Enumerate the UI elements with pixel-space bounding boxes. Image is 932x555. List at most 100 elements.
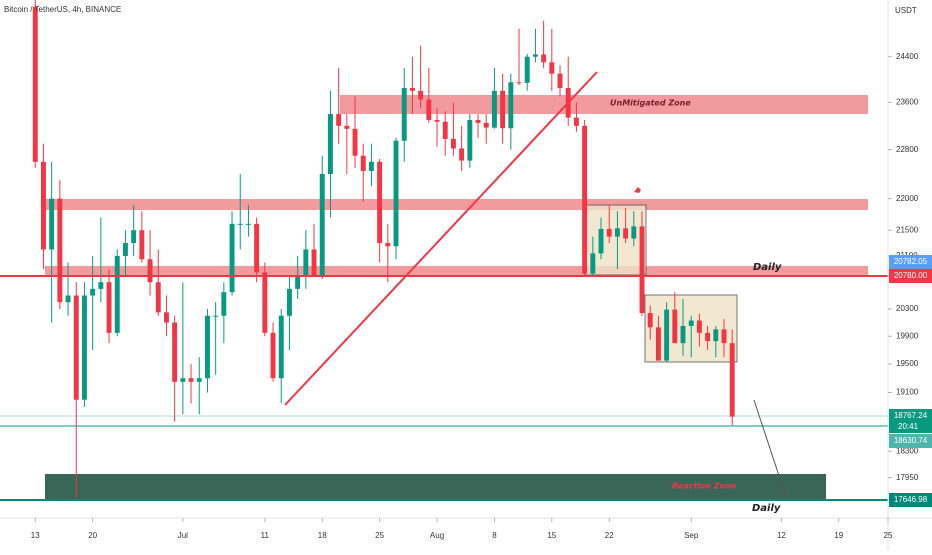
candle-body bbox=[459, 148, 465, 161]
candle-body bbox=[368, 161, 374, 171]
y-tick-label: 19500 bbox=[896, 359, 919, 368]
candle-body bbox=[680, 325, 686, 344]
candle-body bbox=[319, 173, 325, 276]
x-tick-label: 25 bbox=[375, 531, 384, 540]
candle-body bbox=[426, 99, 432, 120]
candle-body bbox=[278, 315, 284, 379]
candle-body bbox=[106, 282, 112, 333]
candle-body bbox=[418, 90, 424, 100]
y-tick-label: 23600 bbox=[896, 98, 919, 107]
candle-body bbox=[664, 309, 670, 361]
projection-arrow bbox=[753, 399, 786, 495]
candle-body bbox=[524, 56, 530, 83]
candle-body bbox=[729, 343, 735, 417]
candle-body bbox=[40, 161, 46, 250]
candle-body bbox=[213, 315, 219, 317]
chart-title: Bitcoin / TetherUS, 4h, BINANCE bbox=[4, 5, 121, 14]
candle-body bbox=[401, 87, 407, 141]
candle-body bbox=[90, 288, 96, 296]
price-label: 18630.74 bbox=[894, 436, 928, 445]
candle-body bbox=[65, 295, 71, 303]
candle-body bbox=[541, 54, 547, 63]
candle-body bbox=[81, 295, 87, 400]
candle-body bbox=[590, 253, 596, 274]
price-label: 20782.05 bbox=[894, 257, 928, 266]
candle-body bbox=[188, 378, 194, 382]
candle-body bbox=[631, 226, 637, 239]
candle-body bbox=[262, 272, 268, 333]
price-label: 20780.00 bbox=[894, 271, 928, 280]
annotation: Daily bbox=[753, 262, 782, 273]
candle-body bbox=[655, 327, 661, 361]
x-tick-label: 15 bbox=[547, 531, 556, 540]
candle-body bbox=[229, 223, 235, 293]
daily-zone bbox=[45, 266, 868, 276]
candle-body bbox=[672, 309, 678, 344]
x-tick-label: 25 bbox=[884, 531, 893, 540]
y-tick-label: 22000 bbox=[896, 194, 919, 203]
candle-body bbox=[270, 332, 276, 379]
x-tick-label: 12 bbox=[777, 531, 786, 540]
candle-body bbox=[237, 223, 243, 225]
candle-body bbox=[475, 119, 481, 123]
candle-body bbox=[532, 54, 538, 57]
candle-body bbox=[180, 378, 186, 382]
price-label-box bbox=[889, 434, 932, 448]
countdown: 20:41 bbox=[898, 422, 919, 431]
y-tick-label: 19100 bbox=[896, 388, 919, 397]
x-tick-label: 19 bbox=[834, 531, 843, 540]
x-tick-label: 11 bbox=[261, 531, 270, 540]
candle-body bbox=[491, 90, 497, 128]
candle-body bbox=[147, 259, 153, 283]
candle-body bbox=[573, 117, 579, 126]
x-tick-label: 8 bbox=[492, 531, 497, 540]
x-tick-label: Aug bbox=[430, 531, 444, 540]
candle-body bbox=[721, 329, 727, 344]
price-label-box bbox=[889, 255, 932, 269]
arrow-head bbox=[778, 485, 787, 495]
supply-zone bbox=[45, 199, 868, 210]
unmitigated-zone bbox=[340, 95, 868, 114]
candle-body bbox=[336, 114, 342, 126]
marker-icon bbox=[634, 187, 641, 193]
candle-body bbox=[705, 332, 711, 342]
candle-body bbox=[204, 315, 210, 379]
candle-body bbox=[409, 87, 415, 91]
candle-body bbox=[393, 140, 399, 247]
candle-body bbox=[49, 198, 55, 250]
candle-body bbox=[582, 125, 588, 274]
candle-body bbox=[245, 223, 251, 225]
x-tick-label: Sep bbox=[684, 531, 699, 540]
candle-body bbox=[516, 82, 522, 84]
candle-body bbox=[500, 90, 506, 129]
candle-body bbox=[442, 121, 448, 139]
price-label-box bbox=[889, 269, 932, 283]
countdown-box bbox=[889, 421, 932, 433]
candle-body bbox=[32, 7, 38, 162]
currency: USDT bbox=[895, 6, 917, 15]
annotation: UnMitigated Zone bbox=[610, 99, 691, 108]
candle-body bbox=[557, 73, 563, 88]
annotation: Daily bbox=[752, 503, 781, 514]
candle-body bbox=[57, 198, 63, 303]
candle-body bbox=[122, 243, 128, 256]
y-tick-label: 17950 bbox=[896, 473, 919, 482]
x-tick-label: 22 bbox=[605, 531, 614, 540]
candle-body bbox=[639, 226, 645, 314]
x-tick-label: 20 bbox=[88, 531, 97, 540]
candle-body bbox=[467, 119, 473, 161]
x-tick-label: Jul bbox=[178, 531, 188, 540]
x-tick-label: 18 bbox=[318, 531, 327, 540]
price-label-box bbox=[889, 409, 932, 423]
candle-body bbox=[688, 320, 694, 326]
y-tick-label: 22800 bbox=[896, 145, 919, 154]
candle-body bbox=[360, 155, 366, 171]
x-tick-label: 13 bbox=[31, 531, 40, 540]
candle-body bbox=[614, 228, 620, 237]
candle-body bbox=[295, 275, 301, 289]
y-tick-label: 19900 bbox=[896, 331, 919, 340]
reaction-zone bbox=[45, 474, 826, 500]
candle-body bbox=[508, 82, 514, 129]
candle-body bbox=[155, 282, 161, 313]
